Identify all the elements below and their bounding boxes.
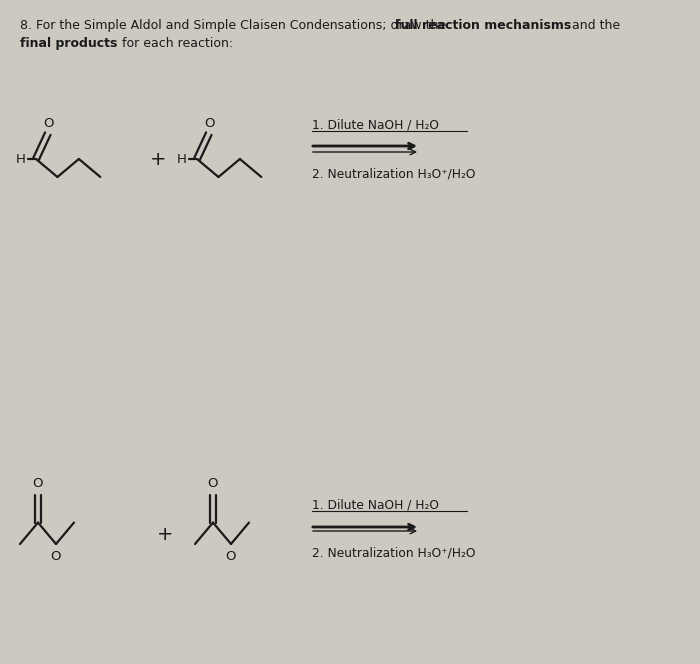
Text: final products: final products: [20, 37, 118, 50]
Text: 1. Dilute NaOH / H₂O: 1. Dilute NaOH / H₂O: [312, 498, 439, 511]
Text: H: H: [16, 153, 26, 165]
Text: 2. Neutralization H₃O⁺/H₂O: 2. Neutralization H₃O⁺/H₂O: [312, 547, 475, 560]
Text: O: O: [204, 117, 215, 129]
Text: 8. For the Simple Aldol and Simple Claisen Condensations; draw the: 8. For the Simple Aldol and Simple Clais…: [20, 19, 450, 32]
Text: O: O: [33, 477, 43, 489]
Text: full reaction mechanisms: full reaction mechanisms: [395, 19, 571, 32]
Text: 1. Dilute NaOH / H₂O: 1. Dilute NaOH / H₂O: [312, 118, 439, 131]
Text: O: O: [208, 477, 218, 489]
Text: 2. Neutralization H₃O⁺/H₂O: 2. Neutralization H₃O⁺/H₂O: [312, 167, 475, 180]
Text: for each reaction:: for each reaction:: [118, 37, 233, 50]
Text: O: O: [43, 117, 54, 129]
Text: +: +: [150, 149, 167, 169]
Text: O: O: [225, 550, 236, 563]
Text: O: O: [50, 550, 61, 563]
Text: +: +: [157, 525, 174, 544]
Text: H: H: [177, 153, 187, 165]
Text: and the: and the: [568, 19, 620, 32]
